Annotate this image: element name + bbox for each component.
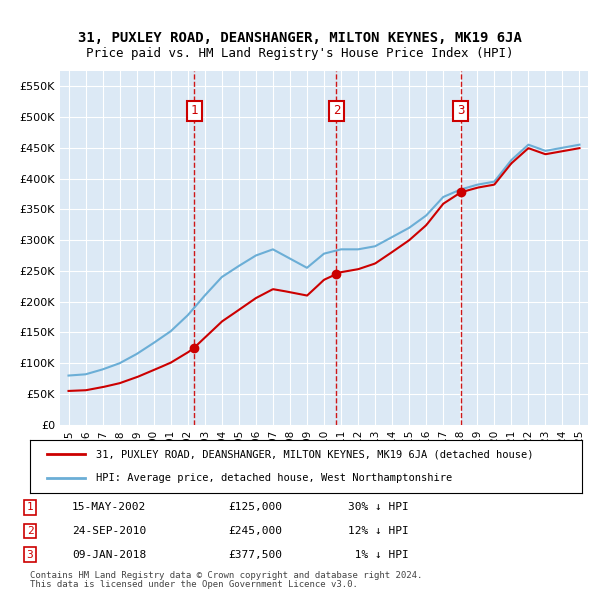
Text: 31, PUXLEY ROAD, DEANSHANGER, MILTON KEYNES, MK19 6JA: 31, PUXLEY ROAD, DEANSHANGER, MILTON KEY… xyxy=(78,31,522,45)
Text: 24-SEP-2010: 24-SEP-2010 xyxy=(72,526,146,536)
Text: 30% ↓ HPI: 30% ↓ HPI xyxy=(348,503,409,512)
Text: 3: 3 xyxy=(457,104,464,117)
Text: 2: 2 xyxy=(26,526,34,536)
Text: 1: 1 xyxy=(190,104,198,117)
Text: 1: 1 xyxy=(26,503,34,512)
Text: Contains HM Land Registry data © Crown copyright and database right 2024.: Contains HM Land Registry data © Crown c… xyxy=(30,571,422,580)
Text: £377,500: £377,500 xyxy=(228,550,282,559)
Text: 31, PUXLEY ROAD, DEANSHANGER, MILTON KEYNES, MK19 6JA (detached house): 31, PUXLEY ROAD, DEANSHANGER, MILTON KEY… xyxy=(96,450,534,460)
Text: £125,000: £125,000 xyxy=(228,503,282,512)
Text: 12% ↓ HPI: 12% ↓ HPI xyxy=(348,526,409,536)
Text: 1% ↓ HPI: 1% ↓ HPI xyxy=(348,550,409,559)
Text: This data is licensed under the Open Government Licence v3.0.: This data is licensed under the Open Gov… xyxy=(30,579,358,589)
Text: 09-JAN-2018: 09-JAN-2018 xyxy=(72,550,146,559)
Text: £245,000: £245,000 xyxy=(228,526,282,536)
Text: Price paid vs. HM Land Registry's House Price Index (HPI): Price paid vs. HM Land Registry's House … xyxy=(86,47,514,60)
Text: HPI: Average price, detached house, West Northamptonshire: HPI: Average price, detached house, West… xyxy=(96,473,452,483)
Text: 15-MAY-2002: 15-MAY-2002 xyxy=(72,503,146,512)
Text: 2: 2 xyxy=(332,104,340,117)
Text: 3: 3 xyxy=(26,550,34,559)
